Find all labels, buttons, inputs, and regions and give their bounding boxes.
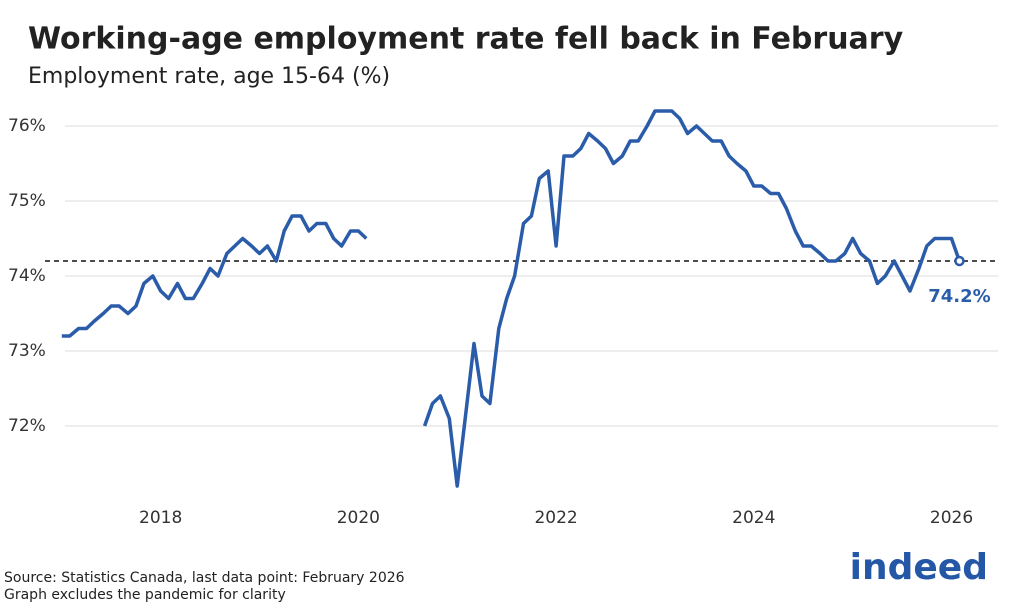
note: Graph excludes the pandemic for clarity [4,587,286,603]
x-tick-label: 2018 [139,508,182,528]
series-line [61,109,962,488]
x-tick-label: 2020 [337,508,380,528]
value-label: 74.2% [928,286,990,307]
chart-subtitle: Employment rate, age 15-64 (%) [28,64,390,89]
source: Source: Statistics Canada, last data poi… [4,570,405,586]
x-tick-label: 2022 [534,508,577,528]
y-tick-label: 74% [8,266,46,286]
y-tick-label: 76% [8,116,46,136]
last-point [954,255,965,267]
y-tick-label: 73% [8,341,46,361]
logo: indeed [850,547,988,588]
y-tick-label: 75% [8,191,46,211]
x-tick-label: 2026 [930,508,973,528]
chart-title: Working-age employment rate fell back in… [28,22,904,57]
x-tick-label: 2024 [732,508,775,528]
y-tick-label: 72% [8,416,46,436]
